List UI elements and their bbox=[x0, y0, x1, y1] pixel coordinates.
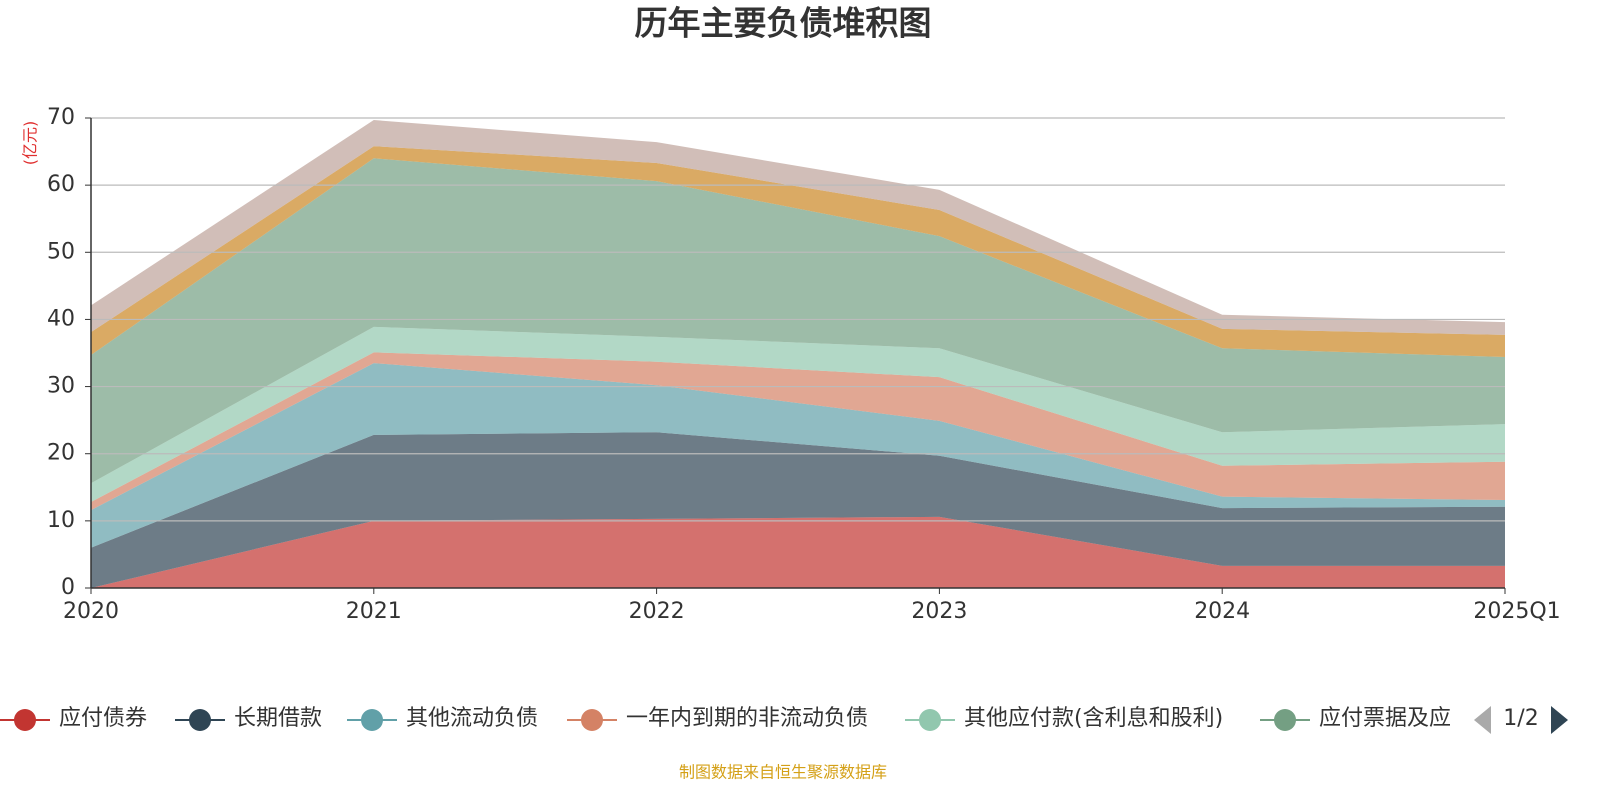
legend-label: 应付债券 bbox=[59, 706, 147, 731]
legend-label: 应付票据及应 bbox=[1319, 706, 1451, 731]
y-tick-label: 10 bbox=[47, 508, 75, 533]
legend-marker bbox=[581, 709, 603, 731]
x-tick-label: 2024 bbox=[1194, 599, 1250, 624]
legend-marker bbox=[14, 709, 36, 731]
legend-label: 长期借款 bbox=[234, 706, 322, 731]
legend-label: 其他应付款(含利息和股利) bbox=[964, 706, 1223, 731]
y-tick-label: 20 bbox=[47, 441, 75, 466]
legend-page: 1/2 bbox=[1503, 706, 1538, 731]
x-tick-label: 2020 bbox=[63, 599, 119, 624]
y-tick-label: 0 bbox=[61, 575, 75, 600]
source-note: 制图数据来自恒生聚源数据库 bbox=[679, 763, 887, 782]
legend-next[interactable] bbox=[1551, 706, 1568, 734]
legend-marker bbox=[361, 709, 383, 731]
legend: 应付债券 长期借款 其他流动负债 一年内到期的非流动负债 其他应付款(含利息和股利) 应付… bbox=[0, 706, 1451, 731]
y-tick-label: 60 bbox=[47, 172, 75, 197]
area bbox=[91, 352, 1505, 511]
y-tick-label: 70 bbox=[47, 105, 75, 130]
chart-title: 历年主要负债堆积图 bbox=[635, 4, 932, 43]
area bbox=[91, 326, 1505, 503]
y-tick-label: 50 bbox=[47, 239, 75, 264]
x-tick-label: 2025Q1 bbox=[1473, 599, 1560, 624]
area bbox=[91, 158, 1505, 484]
legend-prev[interactable] bbox=[1474, 706, 1491, 734]
x-tick-label: 2023 bbox=[911, 599, 967, 624]
legend-marker bbox=[1274, 709, 1296, 731]
area bbox=[91, 432, 1505, 588]
x-tick-label: 2022 bbox=[629, 599, 685, 624]
x-tick-label: 2021 bbox=[346, 599, 402, 624]
legend-marker bbox=[189, 709, 211, 731]
legend-label: 其他流动负债 bbox=[406, 706, 538, 731]
y-tick-label: 40 bbox=[47, 306, 75, 331]
area bbox=[91, 516, 1505, 588]
y-tick-label: 30 bbox=[47, 374, 75, 399]
area bbox=[91, 363, 1505, 548]
area bbox=[91, 146, 1505, 358]
legend-label: 一年内到期的非流动负债 bbox=[626, 706, 868, 731]
y-unit-label: (亿元) bbox=[21, 121, 40, 166]
legend-marker bbox=[919, 709, 941, 731]
plot-area bbox=[91, 120, 1505, 588]
